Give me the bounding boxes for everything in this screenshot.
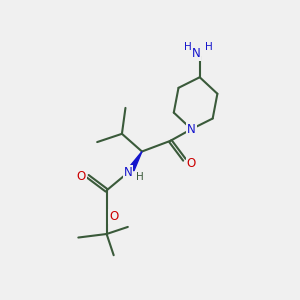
Text: O: O [76,170,86,183]
Text: H: H [205,42,212,52]
Text: O: O [187,157,196,170]
Text: N: N [192,47,201,60]
Text: H: H [184,42,192,52]
Text: H: H [136,172,143,182]
Text: N: N [123,166,132,179]
Polygon shape [129,152,142,171]
Text: N: N [187,123,196,136]
Text: O: O [109,210,118,223]
